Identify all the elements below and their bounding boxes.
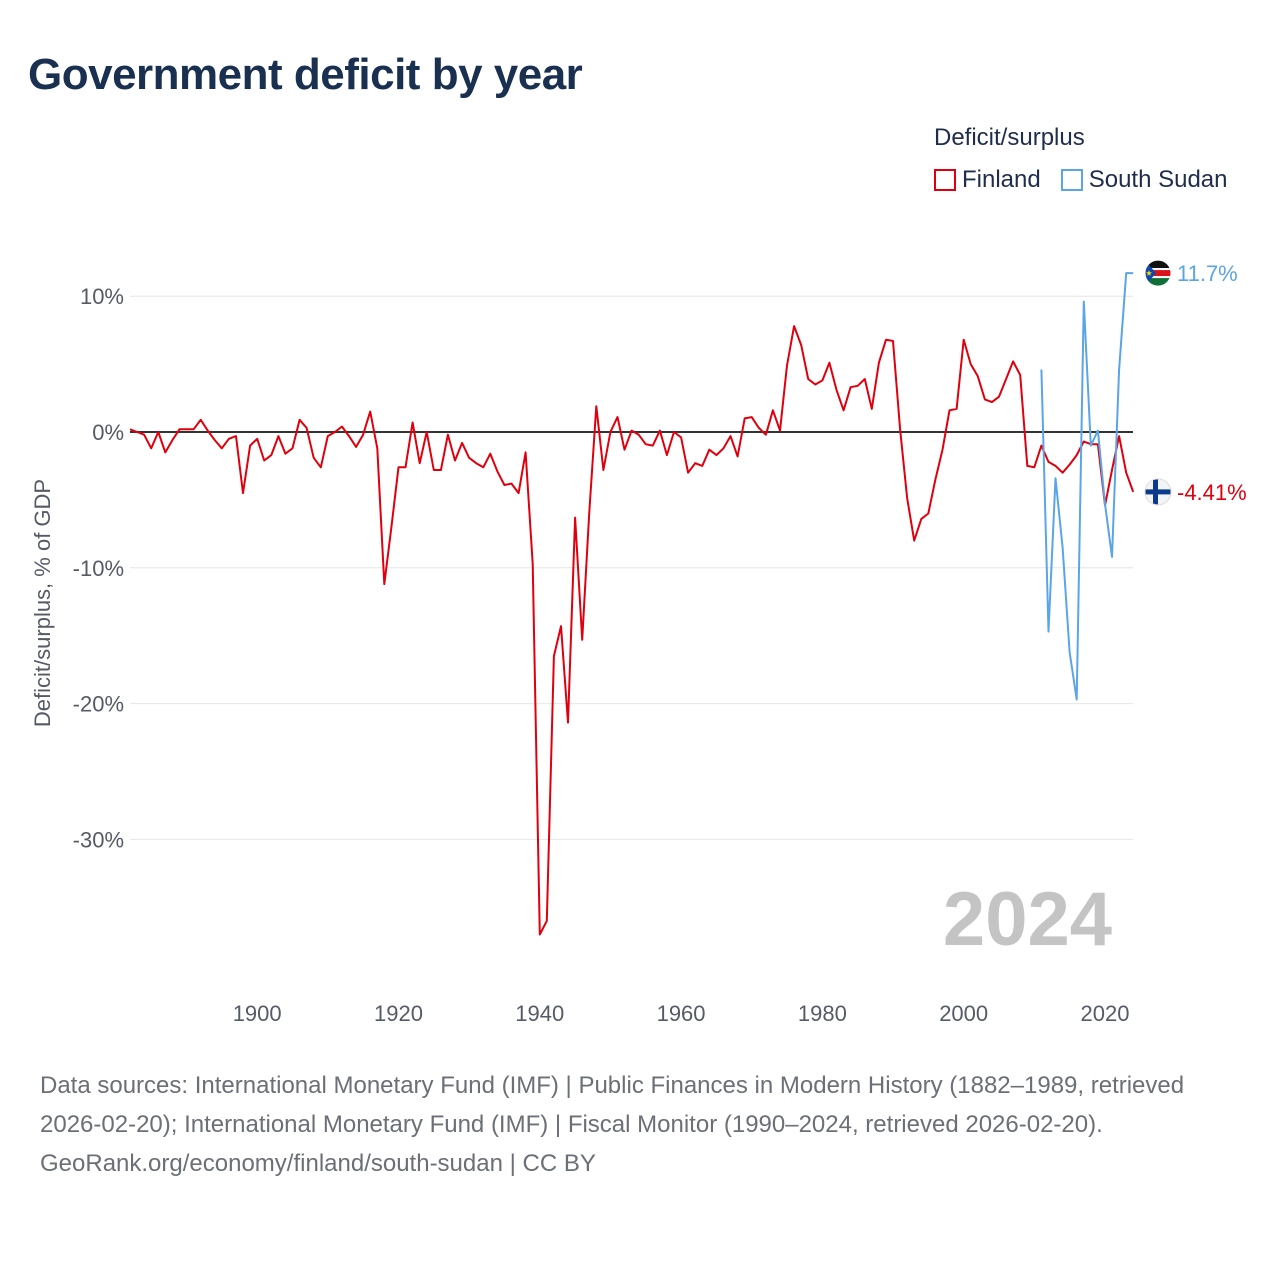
x-tick-label: 1900 [233,1001,282,1026]
legend-item-south-sudan[interactable]: South Sudan [1060,166,1228,194]
y-tick-label: -20% [73,692,124,717]
y-tick-label: -10% [73,556,124,581]
legend-swatch-south-sudan [1060,169,1083,191]
legend: Deficit/surplus Finland South Sudan [934,124,1228,194]
page-title: Government deficit by year [28,50,583,99]
series-line-finland[interactable] [129,325,1135,936]
y-tick-label: 10% [80,284,124,309]
legend-item-finland[interactable]: Finland [934,166,1041,194]
line-chart: 10% 0% -10% -20% -30% 1900 1920 1940 1960 1980 20… [30,259,1247,1026]
legend-label-south-sudan: South Sudan [1088,166,1228,193]
series-line-south-sudan[interactable] [1040,272,1134,701]
x-tick-label: 1940 [515,1001,564,1026]
legend-title: Deficit/surplus [934,124,1085,151]
footer: Data sources: International Monetary Fun… [40,1066,1240,1183]
credit-link[interactable]: GeoRank.org/economy/finland/south-sudan … [40,1150,596,1177]
x-tick-label: 2020 [1080,1001,1129,1026]
x-axis-ticks: 1900 1920 1940 1960 1980 2000 2020 [233,1001,1130,1026]
y-axis-ticks: 10% 0% -10% -20% -30% [73,284,124,852]
y-axis-label: Deficit/surplus, % of GDP [30,479,55,727]
finland-flag-icon [1144,478,1172,506]
finland-end-label: -4.41% [1177,480,1247,505]
y-tick-label: -30% [73,827,124,852]
x-tick-label: 1920 [374,1001,423,1026]
current-year-label: 2024 [943,877,1112,962]
series-group [129,272,1135,936]
data-sources: Data sources: International Monetary Fun… [40,1072,1185,1138]
x-tick-label: 1980 [798,1001,847,1026]
x-tick-label: 1960 [657,1001,706,1026]
legend-label-finland: Finland [962,166,1041,193]
legend-swatch-finland [934,169,956,191]
grid-lines [130,295,1133,840]
south-sudan-flag-icon [1144,259,1172,287]
x-tick-label: 2000 [939,1001,988,1026]
south-sudan-end-label: 11.7% [1177,261,1238,286]
y-tick-label: 0% [92,420,124,445]
